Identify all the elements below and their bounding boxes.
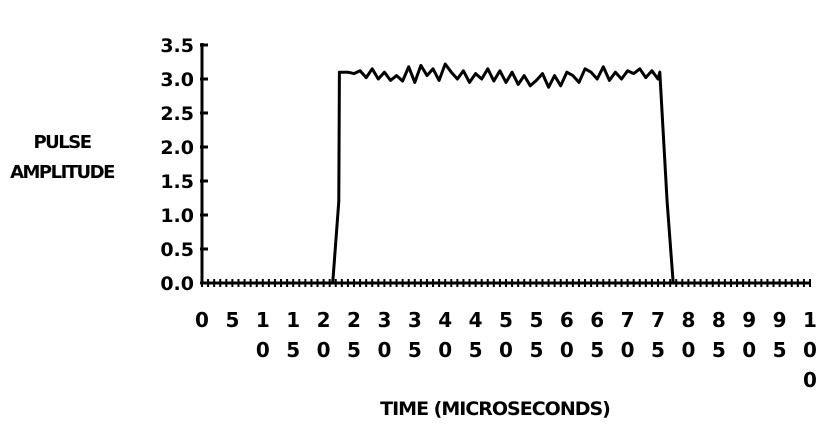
svg-text:6: 6 — [590, 308, 604, 332]
svg-text:3: 3 — [408, 308, 422, 332]
x-tick-label: 80 — [681, 308, 695, 362]
svg-text:9: 9 — [742, 308, 756, 332]
y-tick-label: 3.5 — [160, 35, 194, 57]
svg-text:5: 5 — [712, 338, 726, 362]
svg-text:5: 5 — [651, 338, 665, 362]
y-axis-label-line-1: PULSE — [33, 132, 90, 153]
svg-text:6: 6 — [560, 308, 574, 332]
svg-text:0: 0 — [195, 308, 209, 332]
y-tick-label: 1.5 — [160, 171, 194, 193]
x-tick-label: 60 — [560, 308, 574, 362]
svg-text:0: 0 — [256, 338, 270, 362]
x-tick-label: 40 — [438, 308, 452, 362]
x-tick-label: 75 — [651, 308, 665, 362]
svg-text:5: 5 — [773, 338, 787, 362]
svg-text:0: 0 — [499, 338, 513, 362]
y-axis-label-line-2: AMPLITUDE — [10, 162, 114, 183]
svg-text:4: 4 — [469, 308, 483, 332]
svg-text:0: 0 — [377, 338, 391, 362]
x-axis-label: TIME (MICROSECONDS) — [380, 398, 610, 420]
svg-text:1: 1 — [286, 308, 300, 332]
x-tick-label: 45 — [469, 308, 483, 362]
svg-text:0: 0 — [681, 338, 695, 362]
series-line — [202, 62, 810, 285]
svg-text:5: 5 — [225, 308, 239, 332]
y-tick-label: 1.0 — [160, 205, 194, 227]
y-tick-label: 2.0 — [160, 137, 194, 159]
svg-text:8: 8 — [712, 308, 726, 332]
svg-text:8: 8 — [681, 308, 695, 332]
y-tick-label: 2.5 — [160, 103, 194, 125]
svg-text:2: 2 — [317, 308, 331, 332]
svg-text:0: 0 — [742, 338, 756, 362]
svg-text:7: 7 — [651, 308, 665, 332]
svg-text:4: 4 — [438, 308, 452, 332]
svg-text:1: 1 — [256, 308, 270, 332]
svg-text:2: 2 — [347, 308, 361, 332]
svg-text:0: 0 — [560, 338, 574, 362]
svg-text:5: 5 — [408, 338, 422, 362]
x-tick-label: 25 — [347, 308, 361, 362]
x-tick-label: 35 — [408, 308, 422, 362]
svg-text:0: 0 — [317, 338, 331, 362]
y-ticks: 0.0 0.5 1.0 1.5 2.0 2.5 3.0 3.5 — [160, 35, 208, 295]
y-tick-label: 0.0 — [160, 273, 194, 295]
x-tick-label: 5 — [225, 308, 239, 332]
svg-text:1: 1 — [803, 308, 817, 332]
x-tick-label: 1 0 0 — [803, 308, 817, 392]
x-tick-label: 10 — [256, 308, 270, 362]
svg-text:5: 5 — [529, 308, 543, 332]
svg-text:5: 5 — [499, 308, 513, 332]
x-tick-label: 0 — [195, 308, 209, 332]
svg-text:0: 0 — [438, 338, 452, 362]
y-tick-label: 0.5 — [160, 239, 194, 261]
x-tick-label: 55 — [529, 308, 543, 362]
x-tick-label: 85 — [712, 308, 726, 362]
svg-text:0: 0 — [803, 368, 817, 392]
svg-text:9: 9 — [773, 308, 787, 332]
svg-text:0: 0 — [803, 338, 817, 362]
svg-text:5: 5 — [529, 338, 543, 362]
svg-text:7: 7 — [621, 308, 635, 332]
x-tick-label: 20 — [317, 308, 331, 362]
svg-text:5: 5 — [469, 338, 483, 362]
y-tick-label: 3.0 — [160, 69, 194, 91]
x-tick-label: 90 — [742, 308, 756, 362]
x-tick-label: 65 — [590, 308, 604, 362]
x-tick-label: 70 — [621, 308, 635, 362]
svg-text:5: 5 — [347, 338, 361, 362]
svg-text:0: 0 — [621, 338, 635, 362]
svg-text:3: 3 — [377, 308, 391, 332]
x-tick-label: 15 — [286, 308, 300, 362]
svg-text:5: 5 — [286, 338, 300, 362]
axes — [200, 43, 810, 285]
x-tick-label: 95 — [773, 308, 787, 362]
x-tick-label: 30 — [377, 308, 391, 362]
x-tick-label: 50 — [499, 308, 513, 362]
y-axis-label: PULSE AMPLITUDE — [10, 132, 116, 183]
x-ticks: 0 5 10152025303540455055606570758085909510… — [195, 279, 817, 392]
svg-text:5: 5 — [590, 338, 604, 362]
series — [202, 62, 810, 285]
